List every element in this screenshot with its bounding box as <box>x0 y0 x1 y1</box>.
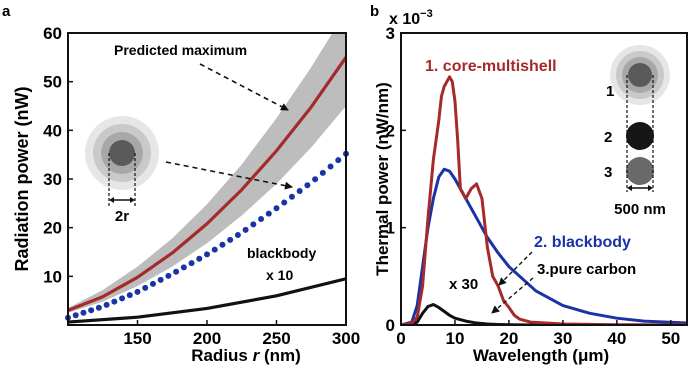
blackbody-point <box>126 292 133 299</box>
scale-bar-label: 500 nm <box>614 201 666 218</box>
blackbody-point <box>173 268 180 275</box>
inset-label-3: 3 <box>604 164 612 181</box>
scaled-line <box>68 277 346 324</box>
core-multishell-spectrum-line <box>401 75 687 325</box>
y-tick-label: 0 <box>386 316 395 335</box>
legend-pure-carbon: 3.pure carbon <box>537 261 636 278</box>
panel-a-y-axis-title: Radiation power (nW) <box>12 87 32 272</box>
blackbody-point <box>88 307 95 314</box>
panel-b-y-axis-title: Thermal power (nW/nm) <box>373 82 392 276</box>
blackbody-point <box>288 193 295 200</box>
y-tick-label: 10 <box>43 267 62 286</box>
blackbody-label-a: blackbody <box>247 245 316 261</box>
blackbody-point <box>80 309 87 316</box>
blackbody-point <box>258 216 265 223</box>
blackbody-point <box>103 301 110 308</box>
blackbody-point <box>265 210 272 217</box>
x-tick-label: 200 <box>193 329 221 348</box>
panel-label-a: a <box>2 3 11 20</box>
y-tick-label: 30 <box>43 170 62 189</box>
blackbody-point <box>319 169 326 176</box>
legend-core-multishell: 1. core-multishell <box>425 58 557 75</box>
panel-b-x-axis-title: Wavelength (μm) <box>473 346 609 365</box>
core-line <box>68 56 346 312</box>
blackbody-point <box>196 255 203 262</box>
panel-b-chart: 0 1 2 3 0 10 20 30 40 50 x 10−3 Thermal power (n… <box>373 8 688 365</box>
x-tick-label: 30 <box>553 329 572 348</box>
predicted-maximum-band <box>68 33 346 313</box>
blackbody-point <box>242 226 249 233</box>
y-tick-label: 40 <box>43 121 62 140</box>
blackbody-point <box>327 163 334 170</box>
x-tick-label: 20 <box>499 329 518 348</box>
panel-b-frame <box>400 32 688 326</box>
x-tick-label: 50 <box>661 329 680 348</box>
panel-a-chart: 10 20 30 40 50 60 150 200 250 300 Radiation powe… <box>12 24 360 365</box>
pure-carbon-pointer-arrow <box>491 277 534 314</box>
x-tick-label: 150 <box>123 329 151 348</box>
blackbody-point <box>250 221 257 228</box>
nanoparticle-illustration <box>85 116 159 207</box>
blackbody-point <box>312 176 319 183</box>
y-tick-label: 60 <box>43 24 62 43</box>
blackbody-point <box>180 264 187 271</box>
blackbody-point <box>335 157 342 164</box>
y-tick-label: 50 <box>43 73 62 92</box>
y-tick-label: 20 <box>43 219 62 238</box>
pure-carbon-scale-label: x 30 <box>449 276 478 293</box>
x-tick-label: 300 <box>332 329 360 348</box>
panel-label-b: b <box>370 3 379 20</box>
blackbody-point <box>142 284 149 291</box>
x-tick-label: 10 <box>446 329 465 348</box>
legend-blackbody: 2. blackbody <box>534 234 631 251</box>
inset-label-1: 1 <box>606 83 614 100</box>
blackbody-point <box>165 272 172 279</box>
blackbody-point <box>188 260 195 267</box>
y-tick-label: 3 <box>386 24 395 43</box>
blackbody-point <box>95 304 102 311</box>
blackbody-scale-label: x 10 <box>266 267 293 283</box>
blackbody-point <box>204 251 210 258</box>
blackbody-point <box>119 295 126 302</box>
blackbody-point <box>157 276 164 283</box>
blackbody-point <box>211 246 218 253</box>
blackbody-point <box>273 205 280 212</box>
blackbody-point <box>227 236 234 243</box>
predicted-maximum-label: Predicted maximum <box>114 42 247 58</box>
y-tick-label: 1 <box>386 219 395 238</box>
x-tick-label: 0 <box>396 329 405 348</box>
predicted-arrow <box>199 63 289 111</box>
blackbody-pointer-arrow <box>498 251 533 286</box>
x-tick-label: 250 <box>262 329 290 348</box>
blackbody-point <box>134 288 141 295</box>
blackbody-point <box>111 298 118 305</box>
radius-label: 2r <box>115 208 129 225</box>
x-tick-label: 40 <box>607 329 626 348</box>
panel-a-x-axis-title: Radius r (nm) <box>191 346 301 365</box>
predicted-band-area <box>68 33 346 313</box>
blackbody-point <box>304 182 311 189</box>
blackbody-point <box>219 241 226 248</box>
blackbody-point <box>234 231 241 238</box>
particle-arrow <box>165 161 293 190</box>
blackbody-point <box>296 188 303 195</box>
blackbody-point <box>72 312 79 319</box>
inset-label-2: 2 <box>604 129 612 146</box>
panel-b-y-multiplier: x 10−3 <box>389 8 433 28</box>
particle-insets <box>610 45 670 192</box>
blackbody-point <box>149 280 156 287</box>
y-tick-label: 2 <box>386 121 395 140</box>
blackbody-point <box>281 199 288 206</box>
